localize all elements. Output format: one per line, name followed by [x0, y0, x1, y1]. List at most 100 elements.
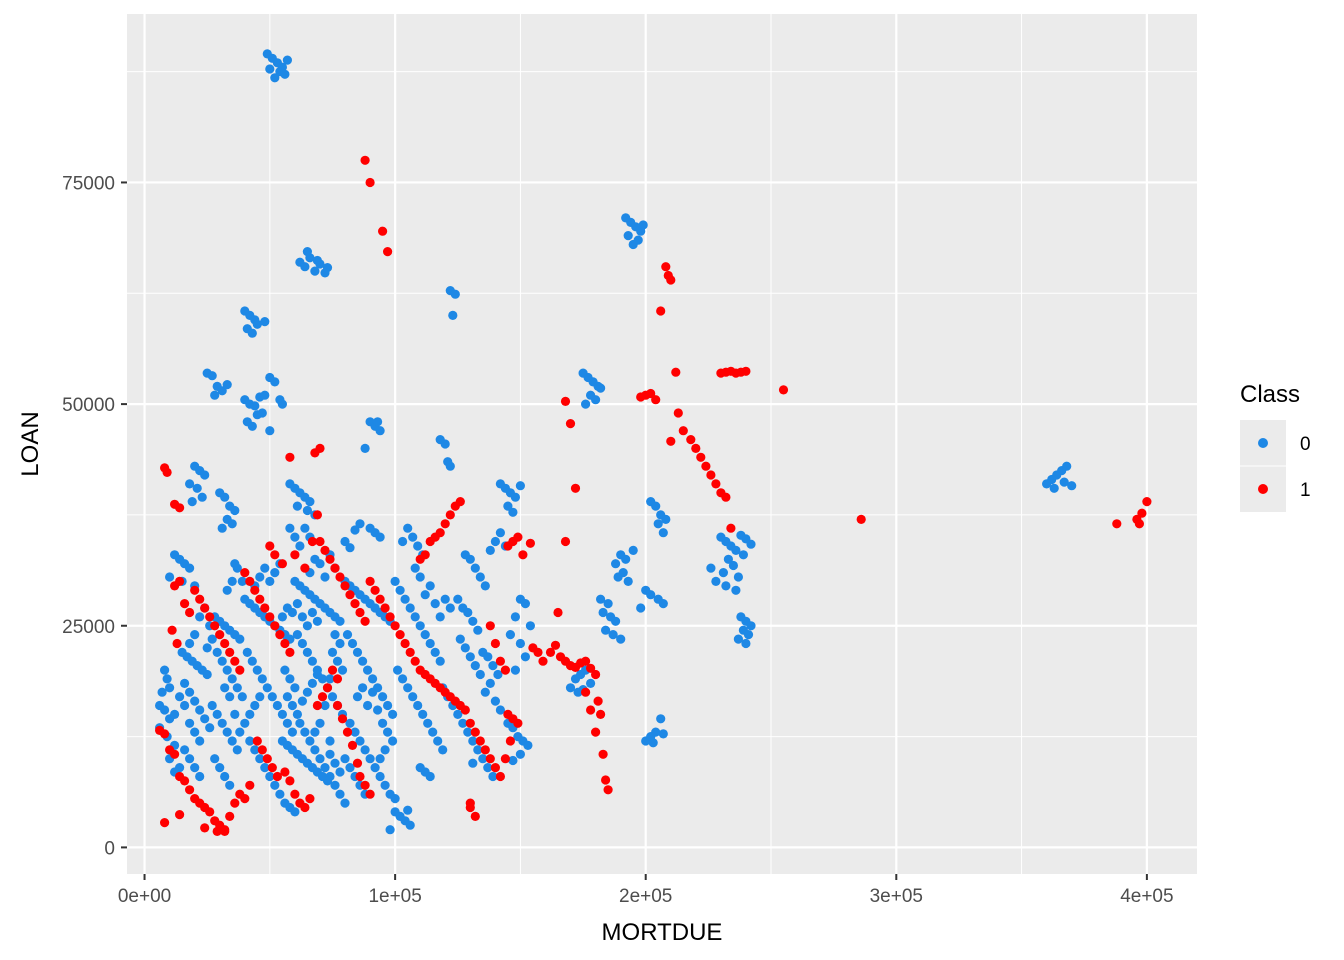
x-tick-label: 4e+05 [1120, 886, 1173, 907]
data-point-class-1 [651, 395, 661, 405]
data-point-class-0 [250, 401, 260, 411]
data-point-class-1 [285, 647, 295, 658]
data-point-class-0 [327, 692, 338, 702]
data-point-class-0 [292, 709, 302, 720]
data-point-class-0 [255, 572, 265, 582]
data-point-class-0 [222, 727, 232, 737]
data-point-class-0 [290, 532, 300, 542]
data-point-class-0 [463, 727, 473, 737]
data-point-class-1 [465, 718, 475, 728]
data-point-class-0 [255, 692, 265, 702]
x-tick-label: 2e+05 [619, 886, 672, 907]
data-point-class-0 [307, 656, 317, 666]
data-point-class-1 [500, 665, 510, 675]
data-point-class-0 [300, 727, 310, 737]
data-point-class-1 [360, 780, 370, 790]
data-point-class-0 [247, 421, 257, 431]
data-point-class-0 [180, 745, 190, 755]
data-point-class-0 [473, 625, 483, 635]
data-point-class-0 [260, 317, 270, 327]
data-point-class-1 [395, 630, 405, 640]
data-point-class-0 [200, 470, 210, 480]
data-point-class-0 [733, 634, 744, 644]
data-point-class-0 [468, 758, 478, 768]
data-point-class-1 [270, 550, 280, 560]
data-point-class-0 [448, 310, 458, 320]
data-point-class-1 [365, 576, 375, 587]
data-point-class-0 [237, 576, 247, 587]
data-point-class-0 [355, 736, 365, 746]
data-point-class-0 [413, 700, 423, 711]
data-point-class-1 [317, 692, 328, 702]
data-point-class-0 [185, 479, 195, 489]
data-point-class-0 [350, 525, 360, 535]
data-point-class-0 [335, 767, 345, 777]
data-point-class-0 [646, 590, 656, 600]
data-point-class-0 [405, 603, 415, 613]
data-point-class-0 [190, 727, 200, 737]
data-point-class-0 [342, 630, 353, 640]
data-point-class-1 [315, 443, 325, 453]
data-point-class-0 [738, 550, 749, 560]
data-point-class-0 [475, 572, 485, 582]
data-point-class-1 [696, 452, 706, 462]
data-point-class-1 [315, 536, 325, 547]
data-point-class-0 [455, 634, 465, 644]
data-point-class-1 [591, 669, 601, 680]
data-point-class-0 [418, 709, 428, 720]
data-point-class-0 [340, 754, 350, 764]
data-point-class-0 [265, 771, 275, 782]
data-point-class-0 [405, 820, 415, 830]
data-point-class-0 [245, 736, 255, 746]
data-point-class-1 [340, 581, 350, 591]
data-point-class-0 [235, 634, 245, 644]
data-point-class-1 [533, 647, 543, 658]
data-point-class-0 [335, 616, 345, 626]
data-point-class-0 [227, 576, 237, 587]
data-point-class-0 [320, 572, 330, 582]
data-point-class-0 [210, 390, 220, 400]
data-point-class-1 [495, 656, 505, 666]
data-point-class-0 [425, 581, 435, 591]
data-point-class-0 [265, 426, 275, 436]
data-point-class-0 [235, 727, 245, 737]
data-point-class-0 [310, 745, 320, 755]
data-point-class-0 [503, 501, 513, 511]
data-point-class-0 [468, 736, 478, 746]
data-point-class-1 [365, 789, 375, 799]
data-point-class-0 [658, 528, 668, 538]
data-point-class-1 [405, 647, 415, 658]
data-point-class-0 [220, 771, 230, 782]
data-point-class-0 [390, 576, 400, 587]
data-point-class-0 [490, 536, 500, 547]
data-point-class-0 [485, 678, 495, 689]
data-point-class-0 [207, 700, 217, 711]
data-point-class-1 [332, 700, 343, 711]
data-point-class-0 [250, 700, 260, 711]
data-point-class-0 [190, 630, 200, 640]
data-point-class-1 [205, 612, 215, 622]
data-point-class-0 [300, 262, 310, 272]
data-point-class-0 [232, 745, 242, 755]
data-point-class-0 [282, 55, 292, 65]
data-point-class-1 [380, 603, 390, 613]
data-point-class-0 [222, 585, 232, 595]
data-point-class-0 [250, 745, 260, 755]
data-point-class-0 [165, 572, 175, 582]
data-point-class-1 [385, 612, 395, 622]
data-point-class-1 [252, 736, 262, 746]
data-point-class-0 [322, 263, 333, 273]
data-point-class-0 [636, 603, 646, 613]
data-point-class-1 [673, 408, 683, 418]
data-point-class-0 [270, 568, 280, 578]
data-point-class-0 [302, 505, 312, 516]
data-point-class-1 [378, 226, 388, 236]
data-point-class-0 [651, 501, 661, 511]
data-point-class-1 [603, 785, 613, 795]
data-point-class-0 [302, 621, 312, 631]
major-gridlines [127, 14, 1197, 874]
data-point-class-0 [185, 718, 195, 728]
data-point-class-0 [468, 616, 478, 626]
data-point-class-0 [332, 656, 343, 666]
